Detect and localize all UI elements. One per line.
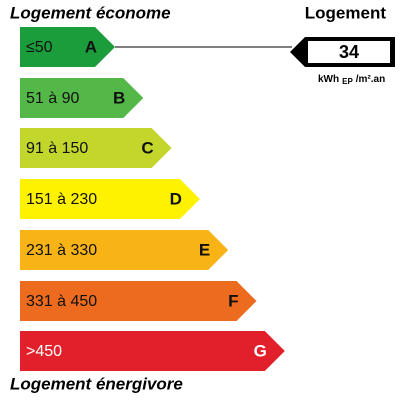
header-right: Logement [305, 3, 387, 22]
footer: Logement énergivore [10, 374, 183, 393]
band-letter: A [85, 37, 97, 56]
band-letter: B [113, 88, 125, 107]
band-range: 91 à 150 [26, 140, 88, 157]
band [20, 331, 285, 371]
band-letter: C [141, 138, 153, 157]
indicator-box [308, 41, 390, 63]
band [20, 78, 144, 118]
band-range: 51 à 90 [26, 90, 79, 107]
band [20, 128, 172, 168]
unit-sub: EP [342, 77, 353, 86]
band-range: >450 [26, 343, 62, 360]
band [20, 179, 200, 219]
band-range: 231 à 330 [26, 242, 97, 259]
unit-suffix: /m².an [356, 74, 385, 85]
band-range: 331 à 450 [26, 293, 97, 310]
band [20, 27, 115, 67]
band-letter: E [199, 240, 210, 259]
unit: kWh [318, 74, 339, 85]
indicator-unit: kWh EP/m².an [318, 74, 385, 86]
indicator-value: 34 [339, 42, 359, 62]
band-letter: D [170, 189, 182, 208]
band [20, 230, 229, 270]
band-range: 151 à 230 [26, 191, 97, 208]
band [20, 281, 257, 321]
header-left: Logement économe [10, 3, 171, 22]
band-letter: F [228, 291, 238, 310]
band-range: ≤50 [26, 39, 53, 56]
band-letter: G [254, 341, 267, 360]
